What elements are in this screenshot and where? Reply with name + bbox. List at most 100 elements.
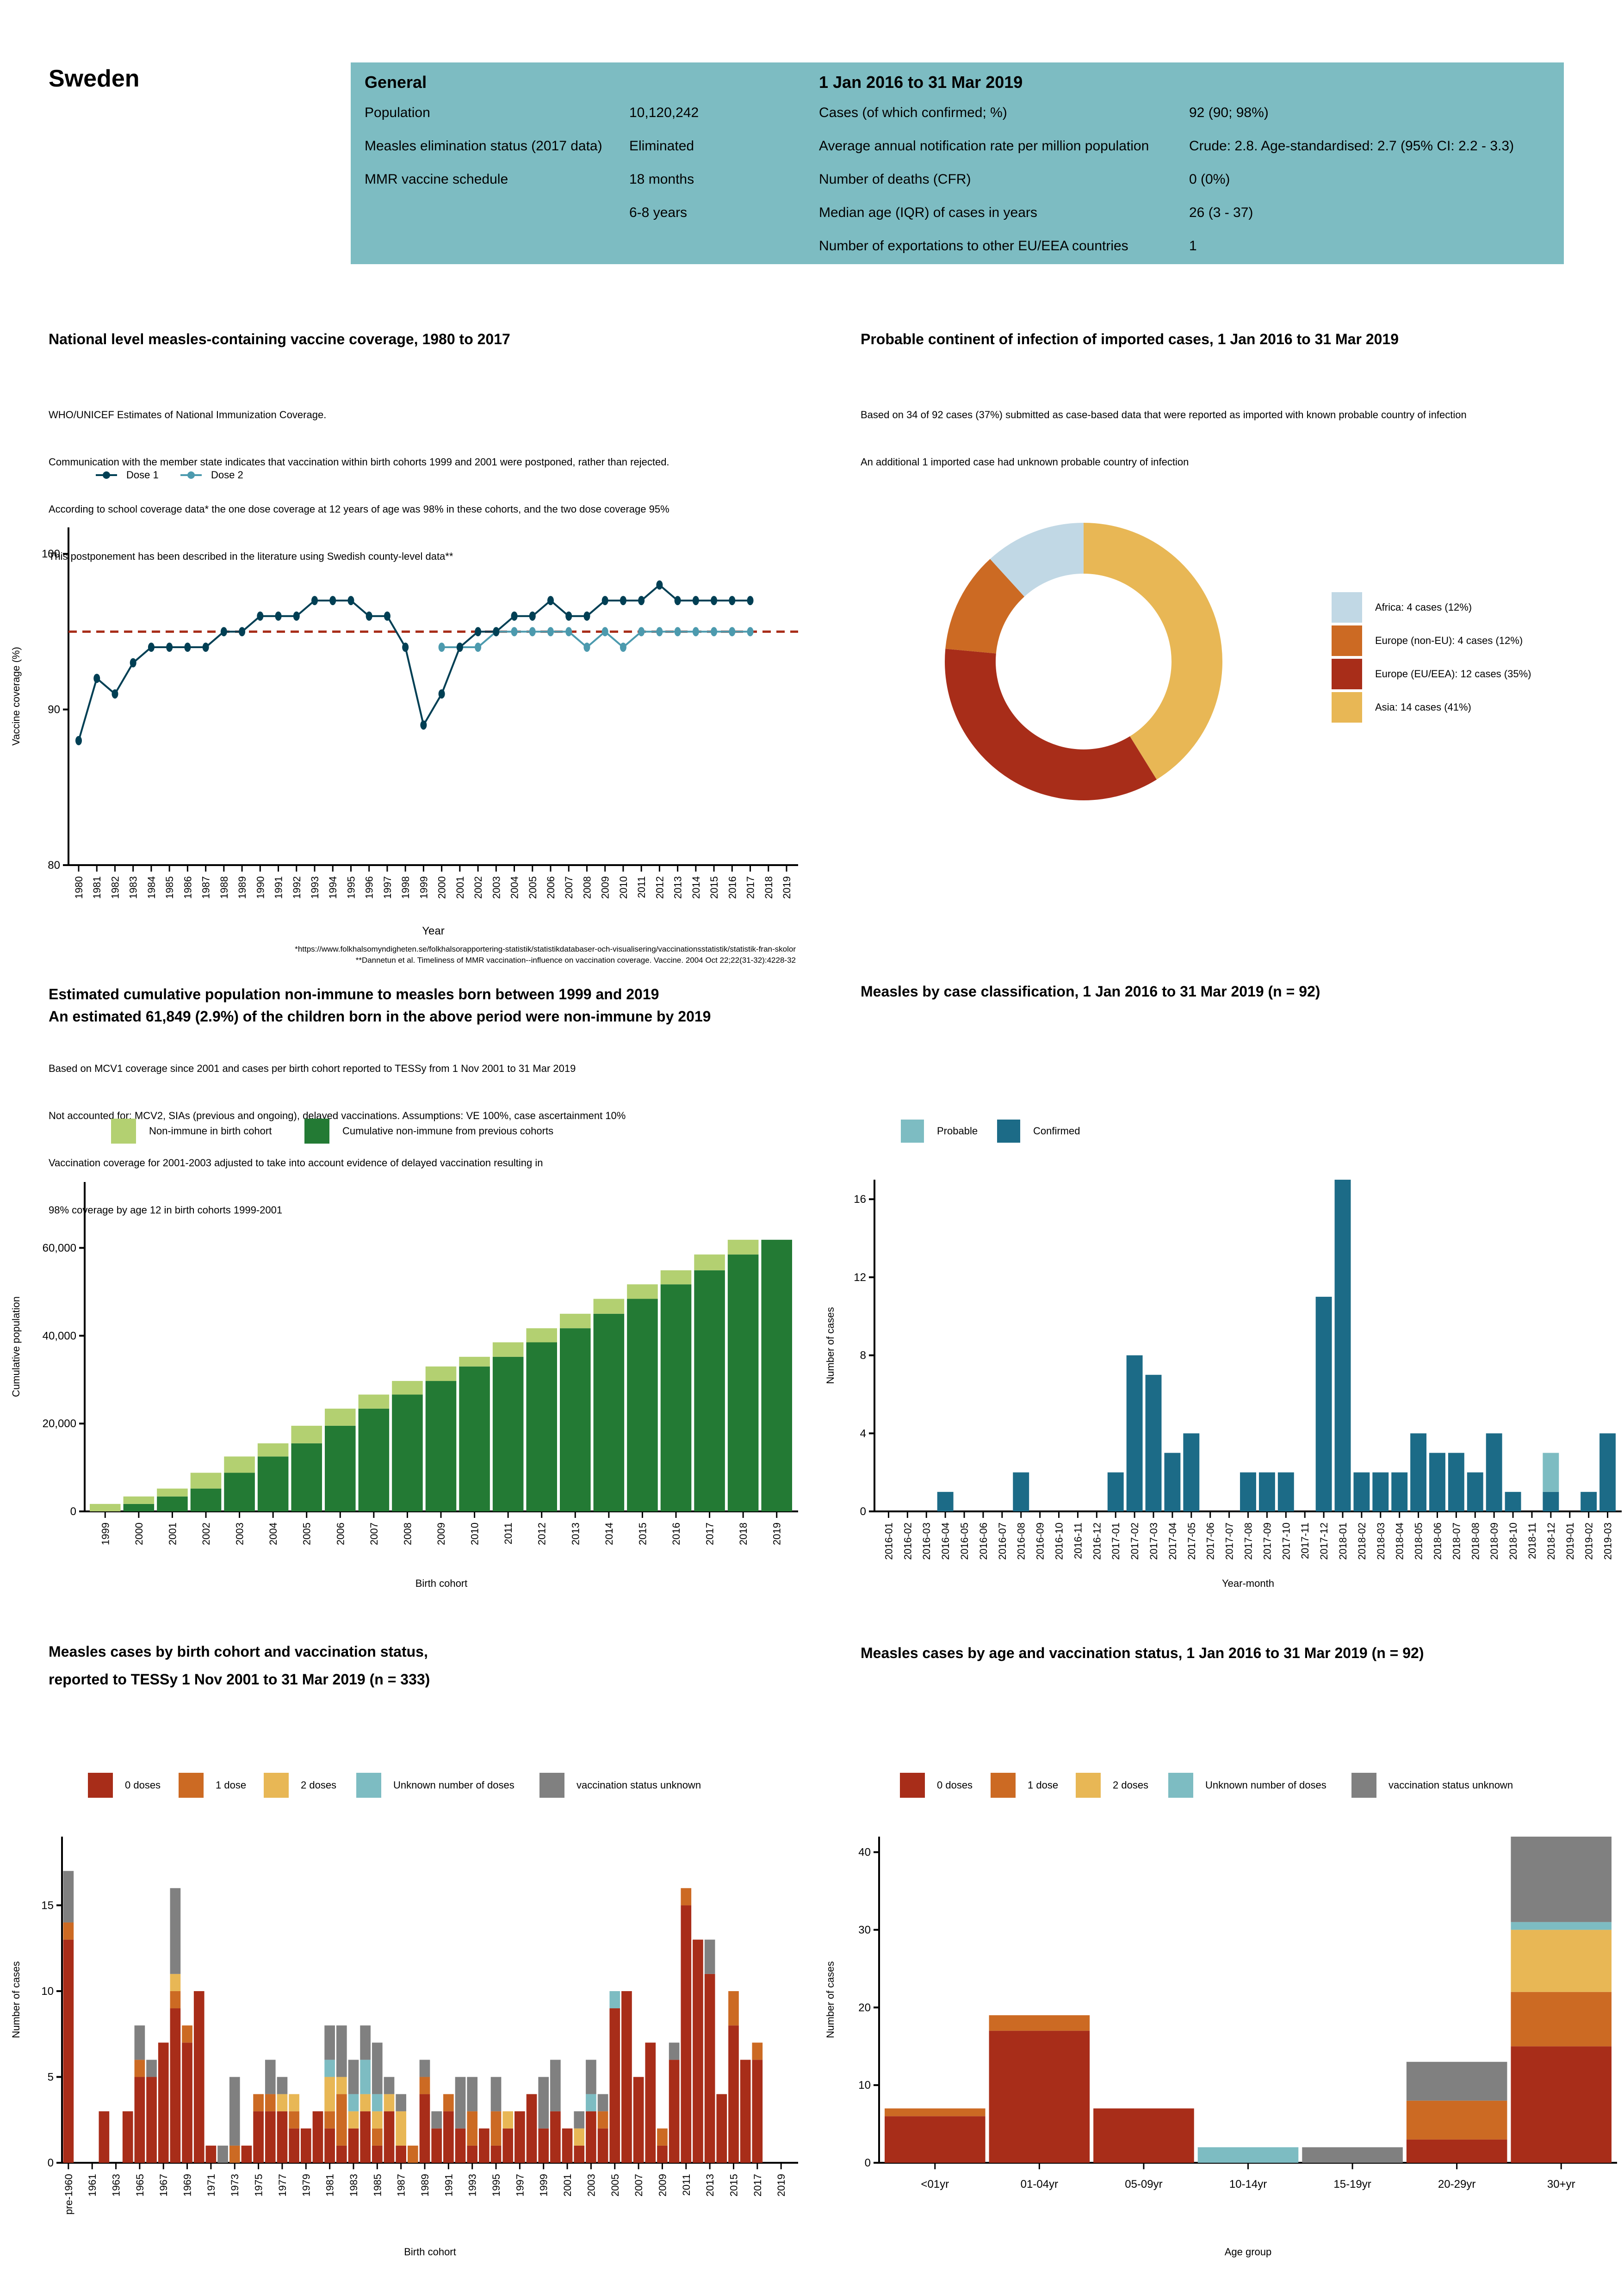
coverage-note: Communication with the member state indi…: [49, 456, 669, 468]
period-label: Median age (IQR) of cases in years: [819, 205, 1037, 220]
x-tick-label: 2012: [654, 876, 665, 899]
bar-segment: [657, 2145, 668, 2163]
bar-segment: [392, 1394, 423, 1511]
x-tick-label: 2004: [509, 876, 521, 899]
x-tick-label: 2017-02: [1129, 1523, 1141, 1560]
bar-segment: [431, 2128, 442, 2163]
bar-segment: [146, 2077, 157, 2163]
bar-segment: [193, 1991, 205, 2163]
bar-segment: [336, 2145, 347, 2163]
x-tick-label: 1981: [324, 2174, 336, 2197]
legend-dose2: Dose 2: [180, 468, 243, 482]
bar-segment: [360, 2025, 371, 2060]
bar-segment: [1511, 1922, 1612, 1930]
data-point: [329, 596, 336, 606]
x-tick-label: 2014: [603, 1523, 615, 1545]
data-point: [529, 627, 536, 637]
bar-segment: [455, 2128, 466, 2163]
bar-segment: [1429, 1453, 1445, 1511]
bar-segment: [419, 2060, 430, 2077]
legend-item: 0 doses: [88, 1773, 161, 1798]
legend-label: vaccination status unknown: [576, 1779, 701, 1791]
data-point: [601, 627, 608, 637]
bar-segment: [740, 2060, 751, 2163]
x-tick-label: 2016-05: [959, 1523, 970, 1560]
series-line-dose-2: [441, 630, 750, 649]
bar-segment: [63, 1939, 74, 2163]
x-tick-label: 2016-07: [997, 1523, 1008, 1560]
bar-segment: [1581, 1492, 1597, 1511]
bar-segment: [1107, 1472, 1124, 1511]
bar-segment: [358, 1408, 390, 1511]
data-point: [475, 643, 482, 652]
bar-segment: [1543, 1453, 1559, 1492]
bar-segment: [1315, 1297, 1332, 1511]
bar-segment: [182, 2025, 192, 2043]
bar-segment: [443, 2111, 454, 2163]
bar-segment: [324, 2077, 335, 2111]
bar-segment: [752, 2042, 763, 2060]
data-point: [638, 596, 645, 606]
x-tick-label: 1995: [490, 2174, 502, 2197]
data-point: [547, 596, 554, 606]
legend-probable: Probable: [901, 1120, 978, 1143]
bar-segment: [1448, 1453, 1464, 1511]
age-chart: 0 10 20 30 40 Number of cases <01yr 01-04yr 05-0…: [824, 1837, 1617, 2258]
data-point: [475, 627, 482, 637]
cohort-subtitle: reported to TESSy 1 Nov 2001 to 31 Mar 2…: [49, 1671, 430, 1688]
data-point: [747, 596, 754, 606]
bar-segment: [1599, 1433, 1616, 1511]
coverage-note: This postponement has been described in …: [49, 551, 453, 562]
bar-segment: [289, 2111, 299, 2129]
bar-segment: [681, 1905, 692, 2163]
bar-segment: [419, 2077, 430, 2094]
bar-segment: [157, 1488, 188, 1497]
bar-segment: [609, 1991, 620, 2009]
bar-segment: [265, 2111, 276, 2163]
bar-segment: [170, 1974, 181, 1991]
donut-slice-africa: [990, 523, 1084, 597]
data-point: [692, 627, 699, 637]
legend-label: Europe (non-EU): 4 cases (12%): [1375, 635, 1523, 646]
x-axis-title: Birth cohort: [415, 1578, 468, 1589]
legend-item: Unknown number of doses: [1168, 1773, 1326, 1798]
data-point: [674, 627, 681, 637]
bar-segment: [425, 1381, 457, 1511]
x-tick-label: 2015: [637, 1523, 648, 1545]
legend-label: Dose 1: [126, 469, 159, 481]
bar-segment: [134, 2025, 145, 2060]
data-point: [583, 643, 590, 652]
swatch-icon: [264, 1773, 289, 1798]
legend-label: 2 doses: [301, 1779, 337, 1791]
bar-segment: [467, 2077, 478, 2111]
swatch-icon: [997, 1120, 1020, 1143]
x-tick-label: 1989: [236, 876, 248, 899]
dose1-marker-icon: [96, 471, 117, 479]
data-point: [130, 658, 136, 668]
x-tick-label: 2017-07: [1224, 1523, 1235, 1560]
x-tick-label: 2016-03: [921, 1523, 932, 1560]
legend-label: Unknown number of doses: [1205, 1779, 1326, 1791]
bar-segment: [455, 2077, 466, 2129]
swatch-icon: [179, 1773, 204, 1798]
bar-segment: [467, 2111, 478, 2146]
bar-segment: [407, 2145, 418, 2163]
swatch-icon: [88, 1773, 113, 1798]
bar-segment: [752, 2060, 763, 2163]
data-point: [638, 627, 645, 637]
series-line-dose-1: [78, 583, 750, 741]
x-tick-label: 2016: [726, 876, 738, 899]
x-tick-label: 1996: [364, 876, 375, 899]
legend-label: Non-immune in birth cohort: [149, 1125, 272, 1137]
swatch-icon: [900, 1773, 925, 1798]
bar-segment: [1511, 1992, 1612, 2047]
legend-label: 2 doses: [1113, 1779, 1149, 1791]
bar-segment: [372, 2111, 383, 2129]
swatch-icon: [1332, 659, 1362, 689]
x-tick-label: 2016-08: [1016, 1523, 1027, 1560]
data-point: [729, 627, 736, 637]
data-point: [729, 596, 736, 606]
x-tick-label: 2015: [728, 2174, 739, 2197]
bar-segment: [257, 1443, 289, 1457]
bar-segment: [146, 2060, 157, 2077]
